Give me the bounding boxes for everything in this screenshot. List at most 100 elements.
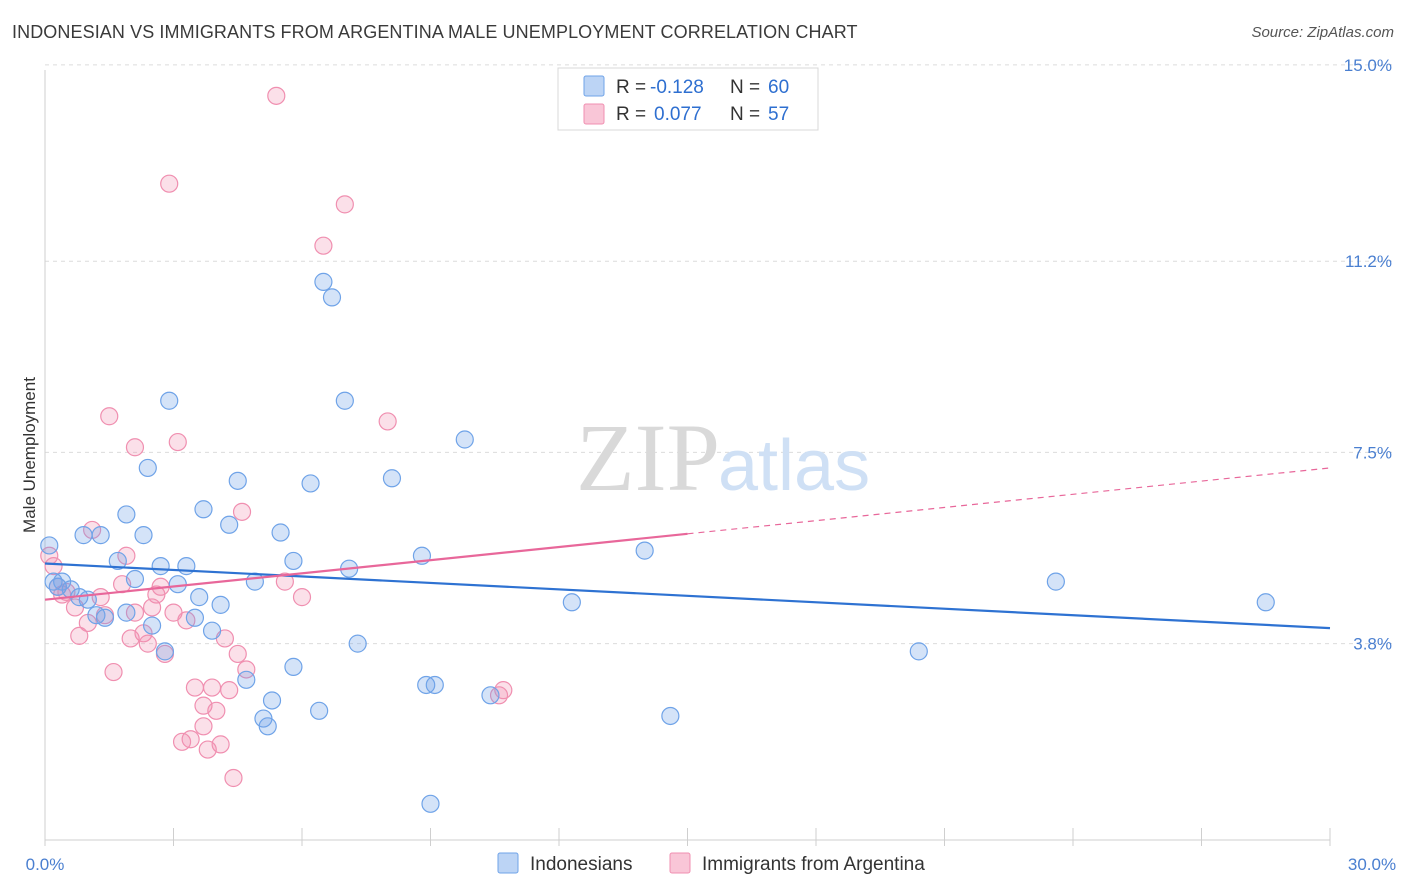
point-indonesians — [481, 686, 500, 705]
point-argentina — [125, 438, 145, 457]
point-indonesians — [185, 608, 205, 627]
point-argentina — [292, 588, 312, 607]
point-argentina — [207, 701, 226, 720]
point-indonesians — [301, 474, 320, 493]
legend-r-value-1: -0.128 — [650, 77, 704, 98]
legend-swatch-indonesians — [583, 75, 605, 97]
point-argentina — [267, 86, 286, 105]
point-argentina — [224, 768, 243, 788]
point-indonesians — [310, 701, 329, 720]
legend-r-value-2: 0.077 — [654, 104, 702, 125]
point-argentina — [314, 236, 333, 255]
legend-r-label-2: R = — [616, 104, 646, 125]
point-indonesians — [91, 526, 110, 545]
point-argentina — [44, 557, 63, 576]
point-argentina — [181, 730, 200, 749]
watermark-zip: ZIP — [576, 404, 720, 511]
point-argentina — [160, 174, 179, 193]
point-indonesians — [382, 469, 402, 488]
point-indonesians — [335, 391, 354, 410]
point-indonesians — [211, 595, 230, 614]
stats-legend: R = -0.128 N = 60 R = 0.077 N = 57 — [557, 67, 819, 131]
point-argentina — [168, 432, 187, 452]
point-indonesians — [108, 551, 127, 571]
series-indonesians-points — [40, 272, 1275, 813]
gridlines — [45, 64, 1392, 645]
point-indonesians — [168, 575, 187, 594]
point-indonesians — [40, 536, 59, 555]
point-indonesians — [425, 675, 444, 695]
point-indonesians — [909, 642, 928, 661]
point-indonesians — [284, 551, 303, 571]
series-legend: Indonesians Immigrants from Argentina — [497, 852, 925, 875]
trendline-argentina-solid — [44, 532, 688, 601]
point-indonesians — [258, 717, 277, 736]
x-tick-label-max: 30.0% — [1348, 855, 1396, 874]
point-argentina — [228, 644, 247, 664]
legend-r-label-1: R = — [616, 77, 646, 98]
point-argentina — [194, 717, 213, 736]
point-indonesians — [661, 706, 680, 726]
point-indonesians — [95, 608, 115, 627]
point-indonesians — [160, 391, 179, 410]
chart-title: INDONESIAN VS IMMIGRANTS FROM ARGENTINA … — [12, 22, 858, 42]
point-indonesians — [455, 430, 474, 449]
point-indonesians — [117, 505, 136, 524]
point-argentina — [237, 660, 256, 679]
point-indonesians — [228, 471, 247, 490]
point-indonesians — [271, 523, 290, 542]
point-indonesians — [635, 541, 654, 560]
y-tick-label: 11.2% — [1345, 252, 1392, 271]
point-indonesians — [125, 569, 145, 589]
point-indonesians — [284, 657, 303, 676]
bottom-legend-swatch-indonesians — [497, 852, 519, 874]
source-label: Source: ZipAtlas.com — [1251, 24, 1394, 41]
point-indonesians — [1046, 572, 1065, 591]
point-indonesians — [245, 572, 264, 591]
trendline-indonesians — [44, 562, 1331, 630]
point-argentina — [70, 626, 89, 645]
point-argentina — [83, 520, 102, 540]
point-argentina — [232, 502, 252, 521]
point-indonesians — [134, 526, 153, 545]
point-argentina — [220, 681, 239, 700]
point-argentina — [378, 412, 397, 431]
legend-n-label-1: N = — [730, 77, 760, 98]
point-argentina — [185, 678, 205, 697]
point-indonesians — [155, 642, 175, 661]
point-argentina — [100, 407, 119, 426]
point-argentina — [117, 546, 136, 565]
point-indonesians — [194, 500, 213, 519]
y-tick-label: 7.5% — [1353, 443, 1392, 462]
point-indonesians — [190, 588, 209, 607]
point-indonesians — [138, 458, 157, 478]
point-indonesians — [142, 616, 162, 635]
watermark-atlas: atlas — [718, 426, 870, 506]
y-tick-labels: 3.8% 7.5% 11.2% 15.0% — [1344, 56, 1392, 654]
point-indonesians — [322, 288, 342, 307]
point-argentina — [202, 678, 222, 697]
point-indonesians — [314, 272, 333, 291]
bottom-legend-swatch-argentina — [669, 852, 691, 874]
trendline-argentina-dashed — [687, 467, 1331, 535]
legend-swatch-argentina — [583, 103, 605, 125]
y-tick-label: 15.0% — [1344, 56, 1392, 75]
point-indonesians — [74, 526, 93, 545]
point-indonesians — [177, 557, 196, 576]
legend-n-value-1: 60 — [768, 77, 789, 98]
point-argentina — [275, 572, 294, 591]
point-indonesians — [151, 557, 170, 576]
trend-lines — [44, 467, 1331, 630]
point-indonesians — [348, 634, 367, 653]
y-axis-label: Male Unemployment — [20, 377, 39, 533]
point-indonesians — [202, 621, 222, 640]
point-indonesians — [262, 691, 282, 710]
legend-n-value-2: 57 — [768, 104, 789, 125]
point-argentina — [211, 735, 230, 754]
x-tick-label-min: 0.0% — [26, 855, 65, 874]
point-indonesians — [237, 670, 256, 689]
point-indonesians — [220, 515, 239, 534]
legend-n-label-2: N = — [730, 104, 760, 125]
x-axis-ticks — [44, 828, 1331, 846]
